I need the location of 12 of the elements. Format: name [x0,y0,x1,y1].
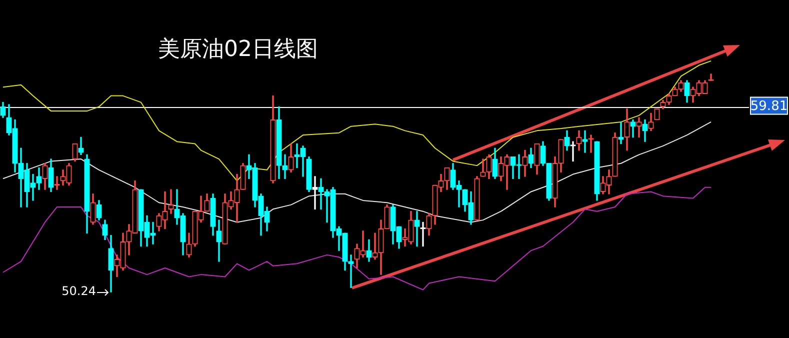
annotation: 50.24 [62,284,96,298]
candlestick [414,211,420,247]
candlestick [480,158,486,177]
candlestick [312,176,318,210]
candlestick [582,130,588,153]
candlestick [282,154,288,179]
candlestick [570,141,576,162]
candlestick [168,189,174,214]
chart-title: 美原油02日线图 [158,36,318,64]
candlestick [708,74,714,81]
candlestick [348,254,354,288]
text: 59.81 [750,99,788,114]
